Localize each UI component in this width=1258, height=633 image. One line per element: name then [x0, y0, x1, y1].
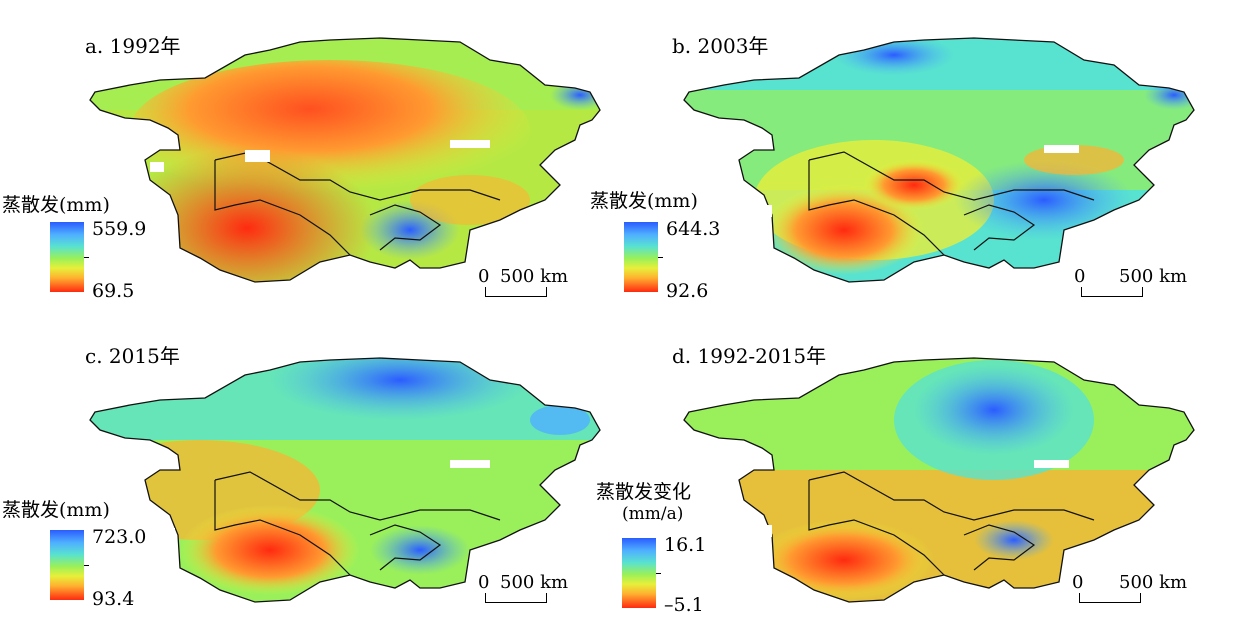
legend-title: 蒸散发(mm)	[2, 194, 110, 216]
panel-title: d. 1992-2015年	[672, 344, 827, 368]
scale-bar	[1079, 593, 1141, 603]
map-panel-2015: c. 2015年 蒸散发(mm) 723.0 93.4 0 500 km	[0, 300, 629, 616]
legend-min-value: 93.4	[92, 588, 135, 610]
scale-bar-zero: 0	[1072, 572, 1084, 593]
color-bar	[50, 222, 84, 292]
color-bar	[622, 538, 656, 608]
panel-title: b. 2003年	[672, 34, 769, 58]
legend-min-value: –5.1	[664, 594, 704, 616]
legend-min-value: 92.6	[666, 280, 709, 302]
scale-bar-zero: 0	[478, 572, 490, 593]
legend-max-value: 16.1	[664, 534, 707, 556]
scale-bar	[485, 593, 547, 603]
evapotranspiration-map-2015	[89, 357, 601, 603]
evapotranspiration-map-2003	[683, 37, 1195, 283]
scale-bar-zero: 0	[1074, 266, 1086, 287]
colorbar-tick	[84, 565, 89, 566]
color-bar	[624, 222, 658, 292]
scale-bar-zero: 0	[478, 266, 490, 287]
legend-title: 蒸散发(mm)	[590, 190, 698, 212]
color-bar	[50, 530, 84, 600]
legend-max-value: 559.9	[92, 218, 147, 240]
legend-max-value: 644.3	[666, 218, 721, 240]
scale-bar-label: 500 km	[500, 266, 569, 287]
legend-max-value: 723.0	[92, 526, 147, 548]
scale-bar	[485, 287, 547, 297]
scale-bar	[1081, 287, 1143, 297]
panel-title: c. 2015年	[85, 344, 180, 368]
panel-title: a. 1992年	[85, 34, 181, 58]
evapotranspiration-change-map	[683, 357, 1195, 603]
scale-bar-label: 500 km	[1119, 266, 1188, 287]
map-panel-1992: a. 1992年 蒸散发(mm) 559.9 69.5 0 500 km	[0, 0, 629, 316]
legend-title: 蒸散发(mm)	[2, 499, 110, 521]
colorbar-tick	[656, 573, 661, 574]
scale-bar-label: 500 km	[500, 572, 569, 593]
map-panel-2003: b. 2003年 蒸散发(mm) 644.3 92.6 0 500 km	[590, 0, 1223, 316]
evapotranspiration-map-1992	[89, 37, 601, 283]
legend-min-value: 69.5	[92, 280, 135, 302]
colorbar-tick	[658, 257, 663, 258]
legend-title: 蒸散发变化	[596, 481, 692, 503]
legend-units: (mm/a)	[622, 504, 684, 524]
map-panel-change: d. 1992-2015年 蒸散发变化 (mm/a) 16.1 –5.1 0 5…	[594, 300, 1223, 616]
scale-bar-label: 500 km	[1119, 572, 1188, 593]
colorbar-tick	[84, 257, 89, 258]
